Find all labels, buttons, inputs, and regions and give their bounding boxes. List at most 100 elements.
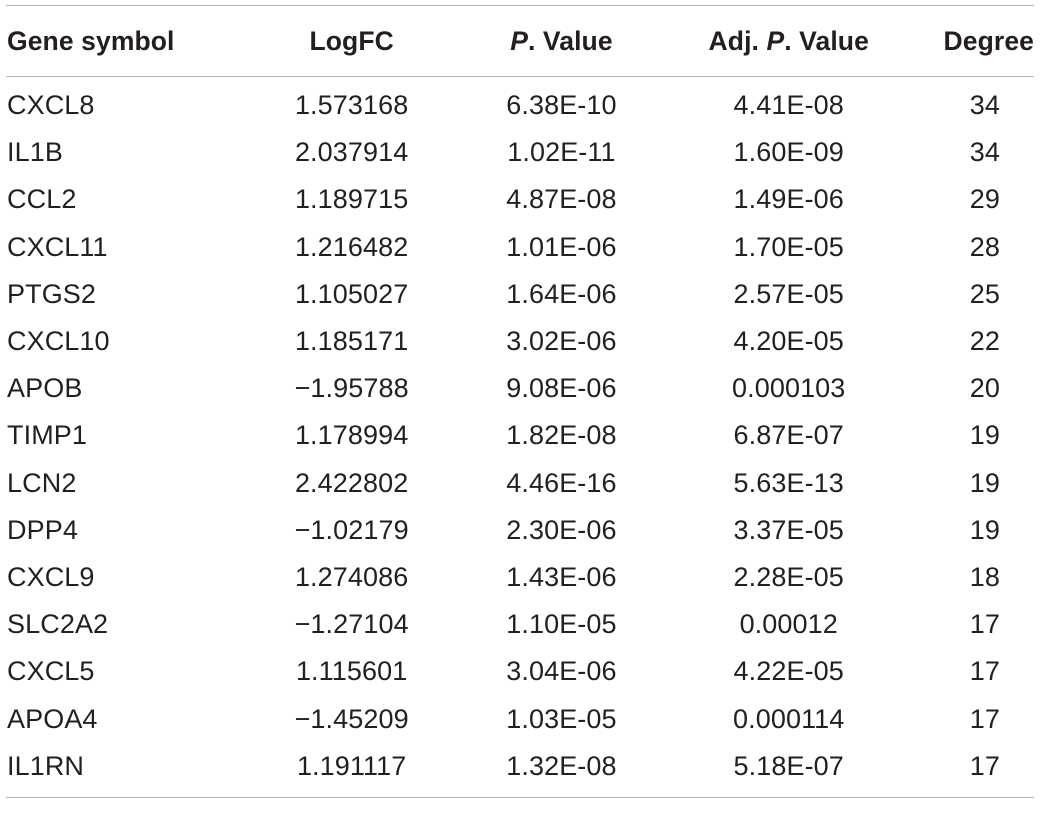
table-row: DPP4 −1.02179 2.30E-06 3.37E-05 19 <box>6 507 1034 554</box>
cell-logfc: 1.189715 <box>294 184 409 215</box>
cell-p-value: 1.43E-06 <box>506 561 617 592</box>
cell-degree: 17 <box>969 750 1001 781</box>
table-row: TIMP1 1.178994 1.82E-08 6.87E-07 19 <box>6 412 1034 459</box>
table-row: SLC2A2 −1.27104 1.10E-05 0.00012 17 <box>6 601 1034 648</box>
cell-degree: 17 <box>969 609 1001 640</box>
table-row: CXCL9 1.274086 1.43E-06 2.28E-05 18 <box>6 554 1034 601</box>
cell-logfc: 1.216482 <box>294 231 409 262</box>
cell-logfc: −1.45209 <box>294 703 409 734</box>
cell-adj-p-value: 1.60E-09 <box>733 137 844 168</box>
cell-adj-p-value: 0.00012 <box>739 609 838 640</box>
cell-p-value: 1.01E-06 <box>506 231 617 262</box>
cell-degree: 22 <box>969 326 1001 357</box>
cell-p-value: 3.02E-06 <box>506 326 617 357</box>
cell-degree: 34 <box>969 90 1001 121</box>
header-adj-italic: P <box>766 25 785 56</box>
cell-gene-symbol: CXCL5 <box>7 656 95 687</box>
header-adj-p-value: Adj. P. Value <box>661 26 916 57</box>
top-rule <box>6 5 1034 6</box>
cell-logfc: 2.422802 <box>294 467 409 498</box>
cell-gene-symbol: CXCL11 <box>7 231 108 262</box>
table-row: LCN2 2.422802 4.46E-16 5.63E-13 19 <box>6 460 1034 507</box>
cell-logfc: 1.185171 <box>294 326 409 357</box>
table-row: CCL2 1.189715 4.87E-08 1.49E-06 29 <box>6 176 1034 223</box>
cell-logfc: −1.02179 <box>294 514 409 545</box>
cell-degree: 18 <box>969 561 1001 592</box>
cell-adj-p-value: 0.000103 <box>732 373 846 404</box>
cell-p-value: 9.08E-06 <box>506 373 617 404</box>
cell-degree: 34 <box>969 137 1001 168</box>
table-row: CXCL11 1.216482 1.01E-06 1.70E-05 28 <box>6 224 1034 271</box>
cell-gene-symbol: PTGS2 <box>7 278 97 309</box>
table-row: CXCL10 1.185171 3.02E-06 4.20E-05 22 <box>6 318 1034 365</box>
cell-gene-symbol: APOA4 <box>7 703 98 734</box>
cell-gene-symbol: IL1RN <box>7 750 85 781</box>
table-row: CXCL8 1.573168 6.38E-10 4.41E-08 34 <box>6 82 1034 129</box>
table-row: APOB −1.95788 9.08E-06 0.000103 20 <box>6 365 1034 412</box>
cell-gene-symbol: SLC2A2 <box>7 609 109 640</box>
cell-logfc: 1.105027 <box>294 278 409 309</box>
table-header-row: Gene symbol LogFC P. Value Adj. P. Value… <box>6 6 1034 76</box>
cell-logfc: −1.27104 <box>294 609 409 640</box>
cell-adj-p-value: 2.28E-05 <box>733 561 844 592</box>
header-adj-prefix: Adj. <box>708 25 767 56</box>
cell-degree: 28 <box>969 231 1001 262</box>
bottom-rule <box>6 796 1034 798</box>
cell-gene-symbol: CCL2 <box>7 184 77 215</box>
cell-logfc: 1.115601 <box>295 656 408 687</box>
cell-adj-p-value: 1.70E-05 <box>733 231 844 262</box>
cell-adj-p-value: 4.20E-05 <box>733 326 844 357</box>
cell-gene-symbol: LCN2 <box>7 467 77 498</box>
header-logfc: LogFC <box>309 25 394 56</box>
header-gene-symbol: Gene symbol <box>7 25 175 56</box>
cell-adj-p-value: 5.18E-07 <box>733 750 844 781</box>
cell-logfc: 1.178994 <box>294 420 409 451</box>
cell-logfc: 1.274086 <box>294 561 409 592</box>
cell-p-value: 2.30E-06 <box>506 514 617 545</box>
cell-degree: 25 <box>969 278 1001 309</box>
header-degree: Degree <box>943 25 1034 56</box>
cell-logfc: 2.037914 <box>294 137 409 168</box>
table-row: IL1B 2.037914 1.02E-11 1.60E-09 34 <box>6 129 1034 176</box>
cell-adj-p-value: 4.41E-08 <box>733 90 844 121</box>
cell-p-value: 6.38E-10 <box>506 90 617 121</box>
cell-p-value: 3.04E-06 <box>506 656 617 687</box>
cell-p-value: 1.32E-08 <box>506 750 617 781</box>
cell-gene-symbol: APOB <box>7 373 83 404</box>
cell-p-value: 1.10E-05 <box>506 609 617 640</box>
cell-adj-p-value: 3.37E-05 <box>733 514 844 545</box>
gene-table: Gene symbol LogFC P. Value Adj. P. Value… <box>6 5 1034 798</box>
header-p-italic: P <box>510 25 528 56</box>
cell-logfc: 1.191117 <box>296 750 407 781</box>
cell-adj-p-value: 6.87E-07 <box>733 420 844 451</box>
cell-p-value: 1.64E-06 <box>506 278 617 309</box>
table-row: PTGS2 1.105027 1.64E-06 2.57E-05 25 <box>6 271 1034 318</box>
cell-degree: 19 <box>969 420 1001 451</box>
cell-degree: 29 <box>969 184 1001 215</box>
cell-adj-p-value: 5.63E-13 <box>733 467 844 498</box>
cell-logfc: −1.95788 <box>294 373 409 404</box>
cell-degree: 17 <box>969 656 1001 687</box>
cell-degree: 17 <box>969 703 1001 734</box>
cell-p-value: 1.02E-11 <box>507 137 616 168</box>
cell-gene-symbol: CXCL10 <box>7 326 110 357</box>
cell-adj-p-value: 0.000114 <box>733 703 845 734</box>
cell-p-value: 4.46E-16 <box>506 467 617 498</box>
cell-degree: 19 <box>969 467 1001 498</box>
cell-degree: 20 <box>969 373 1001 404</box>
table-body: CXCL8 1.573168 6.38E-10 4.41E-08 34 IL1B 2.037… <box>6 82 1034 797</box>
header-adj-rest: . Value <box>784 25 869 56</box>
cell-adj-p-value: 2.57E-05 <box>733 278 844 309</box>
cell-p-value: 4.87E-08 <box>506 184 617 215</box>
cell-gene-symbol: CXCL8 <box>7 90 95 121</box>
cell-gene-symbol: DPP4 <box>7 514 78 545</box>
cell-degree: 19 <box>969 514 1001 545</box>
header-p-value: P. Value <box>462 26 662 57</box>
cell-gene-symbol: IL1B <box>7 137 63 168</box>
table-row: IL1RN 1.191117 1.32E-08 5.18E-07 17 <box>6 743 1034 790</box>
cell-adj-p-value: 1.49E-06 <box>733 184 844 215</box>
cell-logfc: 1.573168 <box>294 90 409 121</box>
cell-p-value: 1.82E-08 <box>506 420 617 451</box>
table-row: APOA4 −1.45209 1.03E-05 0.000114 17 <box>6 695 1034 742</box>
cell-gene-symbol: CXCL9 <box>7 561 95 592</box>
